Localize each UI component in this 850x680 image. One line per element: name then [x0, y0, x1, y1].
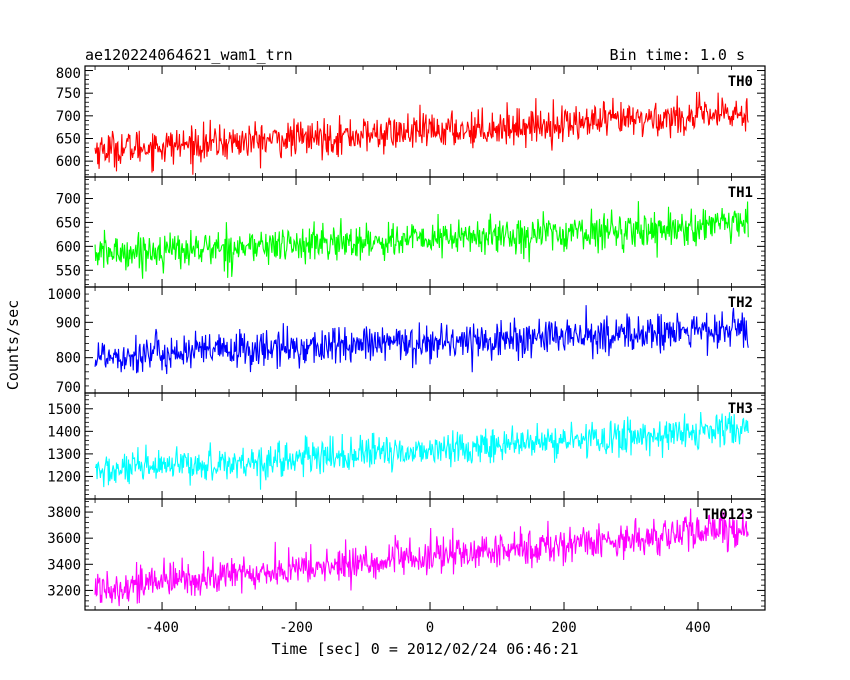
- y-tick-label: 3600: [47, 531, 81, 547]
- y-tick-label: 1400: [47, 424, 81, 440]
- series-line-th1: [94, 201, 749, 279]
- panel-frame: [84, 498, 766, 611]
- panels-group: 600 650 700 750 800 TH0 550 600 650 700 TH1 700 800 9…: [47, 65, 766, 636]
- y-tick-label: 700: [56, 380, 81, 396]
- y-tick-label: 3200: [47, 583, 81, 599]
- y-tick-label: 1300: [47, 447, 81, 463]
- x-axis-title: Time [sec] 0 = 2012/02/24 06:46:21: [271, 640, 578, 658]
- y-axis-title: Counts/sec: [4, 300, 22, 390]
- panel-th1: 550 600 650 700 TH1: [56, 176, 766, 288]
- y-tick-label: 900: [56, 315, 81, 331]
- y-tick-label: 600: [56, 154, 81, 170]
- panel-label: TH3: [728, 401, 753, 417]
- y-tick-label: 800: [56, 66, 81, 82]
- panel-th0: 600 650 700 750 800 TH0: [56, 65, 766, 178]
- y-tick-label: 700: [56, 109, 81, 125]
- panel-label: TH0: [728, 74, 753, 90]
- panel-th2: 700 800 900 1000 TH2: [47, 286, 766, 396]
- y-tick-label: 800: [56, 351, 81, 367]
- y-tick-label: 3800: [47, 505, 81, 521]
- x-tick-label: 0: [426, 620, 434, 636]
- y-tick-label: 650: [56, 215, 81, 231]
- panel-th0123: 3200 3400 3600 3800 TH0123: [47, 498, 766, 611]
- panel-label: TH2: [728, 295, 753, 311]
- y-tick-label: 600: [56, 239, 81, 255]
- x-tick-label: 400: [685, 620, 710, 636]
- y-tick-label: 3400: [47, 557, 81, 573]
- x-tick-label: -400: [145, 620, 179, 636]
- series-line-th0123: [94, 508, 749, 607]
- chart-title: ae120224064621_wam1_trn: [85, 46, 293, 64]
- y-tick-label: 550: [56, 263, 81, 279]
- panel-label: TH0123: [702, 507, 753, 523]
- series-line-th0: [94, 91, 749, 175]
- panel-th3: 1200 1300 1400 1500 TH3: [47, 392, 766, 500]
- y-tick-label: 1200: [47, 469, 81, 485]
- y-tick-label: 1000: [47, 287, 81, 303]
- bin-time-label: Bin time: 1.0 s: [610, 46, 745, 64]
- y-tick-label: 700: [56, 192, 81, 208]
- y-tick-label: 750: [56, 86, 81, 102]
- y-tick-label: 1500: [47, 402, 81, 418]
- series-line-th3: [95, 411, 749, 490]
- x-tick-label: 200: [551, 620, 576, 636]
- y-tick-label: 650: [56, 131, 81, 147]
- x-tick-label: -200: [279, 620, 313, 636]
- panel-label: TH1: [728, 185, 753, 201]
- series-line-th2: [94, 305, 749, 375]
